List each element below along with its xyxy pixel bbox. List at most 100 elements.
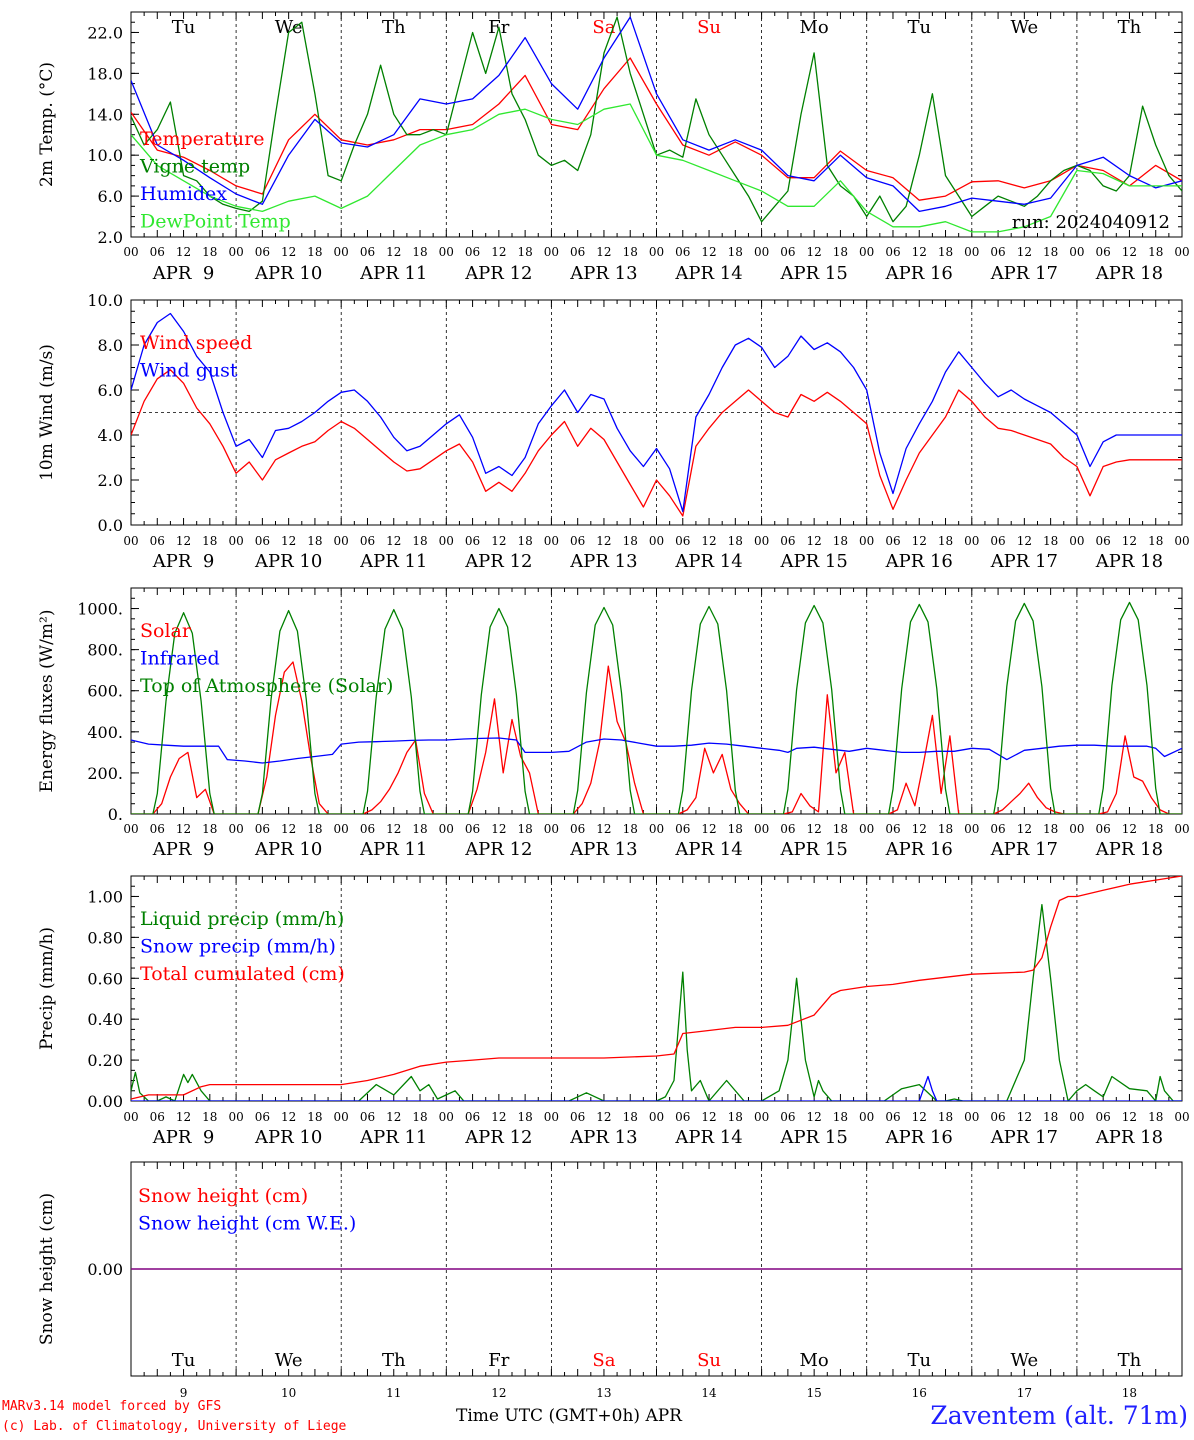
weekday-label: Th (382, 17, 406, 38)
hour-tick-label: 12 (912, 534, 927, 548)
y-tick-label: 0.20 (87, 1051, 123, 1070)
hour-tick-label: 12 (1017, 822, 1032, 836)
hour-tick-label: 00 (544, 245, 559, 259)
hour-tick-label: 00 (439, 534, 454, 548)
day-number-label: 13 (596, 1386, 611, 1400)
hour-tick-label: 12 (701, 1110, 716, 1124)
date-label: APR 16 (885, 263, 953, 284)
hour-tick-label: 18 (1148, 822, 1163, 836)
hour-tick-label: 06 (360, 534, 375, 548)
hour-tick-label: 06 (465, 1110, 480, 1124)
y-tick-label: 2.0 (98, 228, 123, 247)
weekday-label: Su (697, 17, 721, 38)
hour-tick-label: 06 (150, 245, 165, 259)
hour-tick-label: 00 (439, 245, 454, 259)
hour-tick-label: 00 (123, 822, 138, 836)
legend-entry: Wind gust (140, 360, 238, 382)
hour-tick-label: 18 (728, 534, 743, 548)
hour-tick-label: 18 (938, 1110, 953, 1124)
hour-tick-label: 12 (807, 534, 822, 548)
hour-tick-label: 12 (281, 822, 296, 836)
hour-tick-label: 12 (807, 822, 822, 836)
date-label: APR 18 (1095, 1127, 1163, 1148)
hour-tick-label: 06 (360, 245, 375, 259)
hour-tick-label: 18 (623, 822, 638, 836)
hour-tick-label: 00 (649, 1110, 664, 1124)
hour-tick-label: 00 (859, 534, 874, 548)
series-group (131, 601, 1182, 814)
hour-tick-label: 12 (596, 1110, 611, 1124)
legend-entry: Snow precip (mm/h) (140, 936, 336, 958)
hour-tick-label: 00 (228, 245, 243, 259)
hour-tick-label: 00 (228, 1110, 243, 1124)
date-label: APR 12 (464, 839, 532, 860)
hour-tick-label: 18 (307, 822, 322, 836)
hour-tick-label: 12 (281, 245, 296, 259)
hour-tick-label: 18 (412, 245, 427, 259)
hour-tick-label: 12 (1017, 245, 1032, 259)
hour-tick-label: 06 (465, 534, 480, 548)
hour-tick-label: 12 (281, 1110, 296, 1124)
hour-tick-label: 00 (439, 822, 454, 836)
hour-tick-label: 06 (990, 534, 1005, 548)
hour-tick-label: 18 (833, 245, 848, 259)
hour-tick-label: 00 (123, 534, 138, 548)
hour-tick-label: 18 (307, 534, 322, 548)
hour-tick-label: 06 (570, 1110, 585, 1124)
y-tick-label: 0.80 (87, 928, 123, 947)
hour-tick-label: 12 (491, 534, 506, 548)
y-axis-label: 2m Temp. (°C) (37, 62, 57, 187)
date-label: APR 18 (1095, 551, 1163, 572)
hour-tick-label: 06 (150, 822, 165, 836)
hour-tick-label: 06 (570, 822, 585, 836)
credit-lab: (c) Lab. of Climatology, University of L… (2, 1419, 347, 1434)
y-tick-label: 6.0 (98, 381, 123, 400)
hour-tick-label: 18 (623, 1110, 638, 1124)
date-label: APR 16 (885, 1127, 953, 1148)
series-group (131, 876, 1182, 1101)
panel-1: 2.0 6.0 10.0 14.0 18.0 22.0 2m Temp. (°C) 00 06 1… (37, 11, 1190, 284)
hour-tick-label: 18 (412, 534, 427, 548)
y-tick-label: 14.0 (87, 105, 123, 124)
hour-tick-label: 00 (859, 1110, 874, 1124)
hour-tick-label: 12 (176, 534, 191, 548)
hour-tick-label: 06 (675, 822, 690, 836)
hour-tick-label: 06 (570, 245, 585, 259)
hour-tick-label: 18 (938, 822, 953, 836)
weekday-label: We (275, 1350, 303, 1371)
date-label: APR 10 (254, 1127, 322, 1148)
y-tick-label: 10.0 (87, 291, 123, 310)
hour-tick-label: 00 (1069, 534, 1084, 548)
hour-tick-label: 18 (938, 534, 953, 548)
hour-tick-label: 12 (491, 245, 506, 259)
hour-tick-label: 00 (1174, 245, 1189, 259)
hour-tick-label: 12 (1122, 1110, 1137, 1124)
y-tick-label: 0. (108, 805, 123, 824)
date-label: APR 14 (674, 263, 742, 284)
hour-tick-label: 12 (1017, 1110, 1032, 1124)
hour-tick-label: 18 (412, 1110, 427, 1124)
legend-entry: Solar (140, 620, 192, 642)
weekday-label: Fr (488, 1350, 509, 1371)
date-label: APR 10 (254, 839, 322, 860)
hour-tick-label: 00 (754, 245, 769, 259)
hour-tick-label: 06 (675, 245, 690, 259)
hour-tick-label: 00 (228, 822, 243, 836)
series-line-top-of-atmosphere-solar- (131, 601, 1182, 814)
date-label: APR 13 (569, 1127, 637, 1148)
weekday-label: Su (697, 1350, 721, 1371)
hour-tick-label: 18 (1043, 1110, 1058, 1124)
series-group (131, 16, 1182, 233)
hour-tick-label: 12 (281, 534, 296, 548)
weekday-label: Th (382, 1350, 406, 1371)
y-axis-label: Energy fluxes (W/m²) (37, 610, 57, 793)
date-label: APR 11 (359, 551, 427, 572)
hour-tick-label: 00 (544, 534, 559, 548)
day-number-label: 10 (281, 1386, 296, 1400)
hour-tick-label: 06 (1096, 1110, 1111, 1124)
run-label: run: 2024040912 (1012, 212, 1170, 233)
y-axis-label: Precip (mm/h) (37, 927, 57, 1050)
station-name: Zaventem (alt. 71m) (930, 1401, 1188, 1430)
hour-tick-label: 06 (780, 534, 795, 548)
date-label: APR 15 (780, 551, 848, 572)
